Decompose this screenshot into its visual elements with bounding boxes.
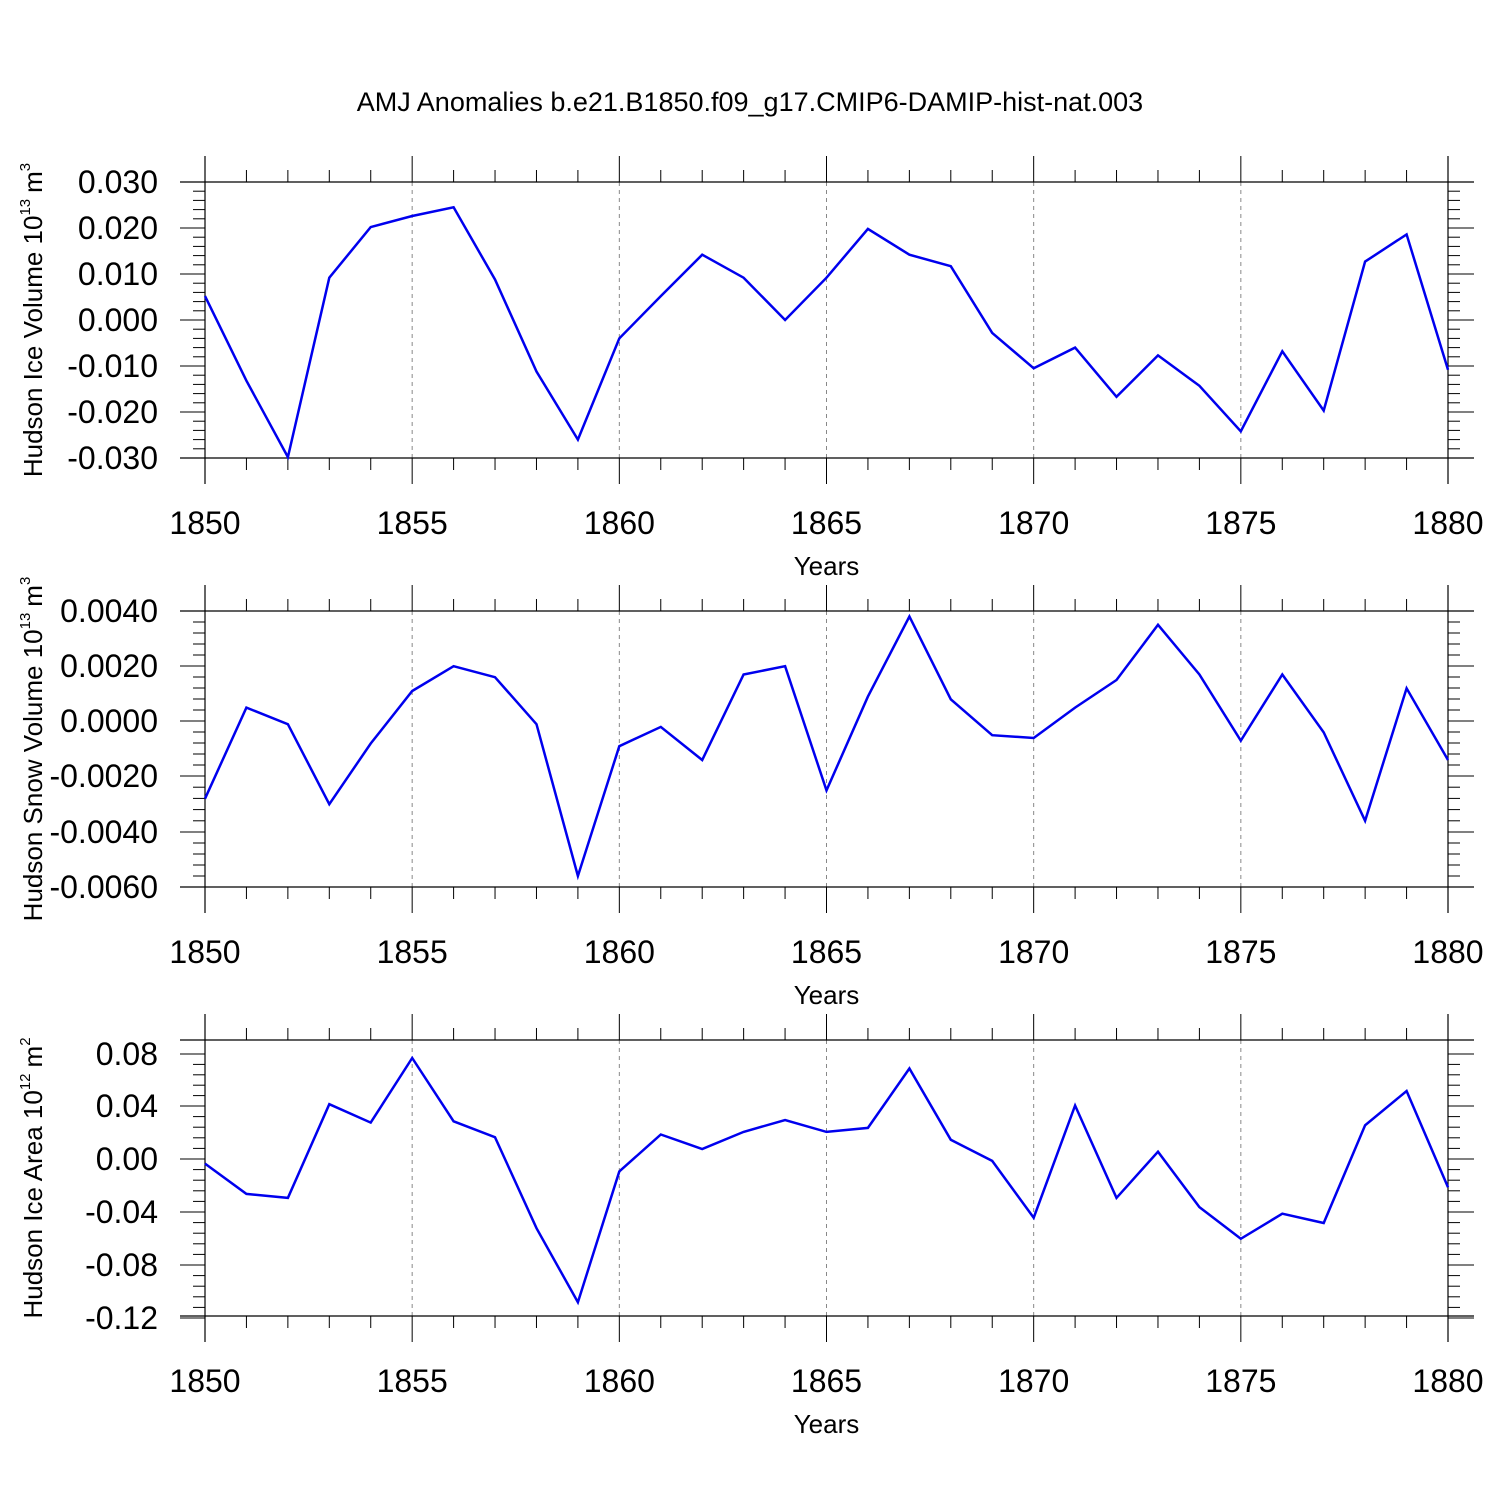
- x-tick-label: 1875: [1205, 505, 1276, 541]
- y-axis-label: Hudson Snow Volume 1013 m3: [17, 577, 48, 922]
- y-tick-label: -0.030: [67, 440, 158, 476]
- y-tick-label: 0.0020: [60, 648, 158, 684]
- x-tick-label: 1855: [377, 505, 448, 541]
- x-tick-label: 1855: [377, 934, 448, 970]
- y-tick-label: -0.010: [67, 348, 158, 384]
- x-tick-label: 1880: [1412, 1363, 1483, 1399]
- y-axis-label-unit-exponent: 3: [17, 163, 34, 171]
- series-line-snow-volume: [203, 613, 1450, 881]
- x-tick-label: 1865: [791, 1363, 862, 1399]
- y-axis-label-unit: m: [18, 585, 48, 607]
- y-tick-label: 0.030: [78, 164, 158, 200]
- y-tick-label: -0.12: [85, 1300, 158, 1336]
- y-tick-label: 0.00: [96, 1141, 158, 1177]
- y-tick-label: -0.020: [67, 394, 158, 430]
- y-tick-label: -0.0040: [49, 814, 158, 850]
- y-tick-label: -0.0060: [49, 869, 158, 905]
- y-tick-label: -0.04: [85, 1194, 158, 1230]
- panel-ice-area: 0.08 0.04 0.00 -0.04 -0.08 -0.12 1850 1855 1860 1…: [17, 1014, 1484, 1439]
- x-tick-label: 1875: [1205, 934, 1276, 970]
- series-line-ice-volume: [203, 205, 1450, 461]
- y-axis-label: Hudson Ice Area 1012 m2: [17, 1037, 48, 1318]
- y-axis-label-exponent: 12: [17, 1073, 34, 1090]
- x-tick-label: 1870: [998, 1363, 1069, 1399]
- y-axis-label-exponent: 13: [17, 613, 34, 630]
- x-tick-label: 1850: [169, 934, 240, 970]
- x-tick-label: 1880: [1412, 934, 1483, 970]
- x-tick-label: 1850: [169, 1363, 240, 1399]
- y-tick-label: 0.0040: [60, 593, 158, 629]
- y-tick-label: 0.000: [78, 302, 158, 338]
- figure-title: AMJ Anomalies b.e21.B1850.f09_g17.CMIP6-…: [357, 87, 1143, 117]
- y-tick-label: 0.020: [78, 210, 158, 246]
- y-tick-label: 0.04: [96, 1088, 158, 1124]
- y-axis-label-unit: m: [18, 171, 48, 193]
- y-tick-label: 0.08: [96, 1036, 158, 1072]
- y-axis-label-main: Hudson Ice Volume 10: [18, 216, 48, 478]
- x-tick-label: 1870: [998, 505, 1069, 541]
- y-axis-label-unit-exponent: 2: [17, 1037, 34, 1045]
- y-tick-label: -0.0020: [49, 758, 158, 794]
- panel-ice-volume: 0.030 0.020 0.010 0.000 -0.010 -0.020 -0.030 18…: [17, 156, 1484, 581]
- x-tick-label: 1860: [584, 1363, 655, 1399]
- x-tick-label: 1865: [791, 934, 862, 970]
- y-axis-label: Hudson Ice Volume 1013 m3: [17, 163, 48, 477]
- y-tick-label: 0.010: [78, 256, 158, 292]
- y-axis-label-unit: m: [18, 1046, 48, 1068]
- x-tick-label: 1870: [998, 934, 1069, 970]
- y-axis-label-unit-exponent: 3: [17, 577, 34, 585]
- panel-snow-volume: 0.0040 0.0020 0.0000 -0.0020 -0.0040 -0.0060 1…: [17, 577, 1484, 1010]
- x-axis-label: Years: [794, 551, 860, 581]
- y-axis-label-main: Hudson Ice Area 10: [18, 1090, 48, 1318]
- y-axis-label-exponent: 13: [17, 199, 34, 216]
- x-tick-label: 1855: [377, 1363, 448, 1399]
- y-axis-label-main: Hudson Snow Volume 10: [18, 629, 48, 921]
- x-tick-label: 1850: [169, 505, 240, 541]
- x-tick-label: 1865: [791, 505, 862, 541]
- y-tick-label: -0.08: [85, 1247, 158, 1283]
- x-tick-label: 1875: [1205, 1363, 1276, 1399]
- x-tick-label: 1860: [584, 505, 655, 541]
- y-tick-label: 0.0000: [60, 703, 158, 739]
- x-axis-label: Years: [794, 980, 860, 1010]
- series-line-ice-area: [204, 1055, 1450, 1306]
- x-tick-label: 1880: [1412, 505, 1483, 541]
- x-tick-label: 1860: [584, 934, 655, 970]
- x-axis-label: Years: [794, 1409, 860, 1439]
